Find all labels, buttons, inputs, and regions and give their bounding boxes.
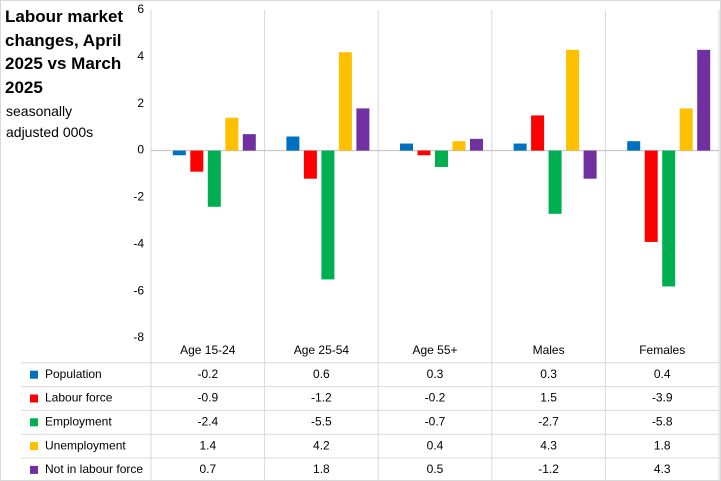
table-value: -0.2: [197, 367, 218, 381]
table-value: 0.5: [427, 462, 444, 476]
table-value: 1.5: [540, 391, 557, 405]
x-tick-label: Age 25-54: [294, 343, 350, 357]
x-tick-label: Males: [533, 343, 565, 357]
bar: [303, 150, 317, 179]
table-value: 0.4: [654, 367, 671, 381]
y-tick-label: 0: [137, 143, 144, 157]
table-value: 1.8: [654, 438, 671, 452]
bar: [644, 150, 658, 242]
x-tick-label: Females: [639, 343, 685, 357]
bar: [679, 108, 693, 151]
bar: [190, 150, 204, 172]
table-value: 0.3: [540, 367, 557, 381]
bar: [321, 150, 335, 280]
bar: [435, 150, 448, 167]
table-value: 1.8: [313, 462, 330, 476]
bar: [513, 143, 527, 151]
y-tick-label: 4: [137, 49, 144, 63]
table-value: 4.3: [654, 462, 671, 476]
x-tick-label: Age 15-24: [180, 343, 236, 357]
table-value: 0.3: [427, 367, 444, 381]
bar: [583, 150, 597, 179]
table-value: -1.2: [311, 391, 332, 405]
bar: [662, 150, 676, 287]
table-value: 4.3: [540, 438, 557, 452]
y-tick-label: 6: [137, 2, 144, 16]
table-value: -0.2: [425, 391, 446, 405]
bar: [566, 49, 580, 151]
legend-swatch: [30, 394, 38, 403]
table-value: 4.2: [313, 438, 330, 452]
legend-label: Labour force: [45, 391, 113, 405]
bar: [531, 115, 545, 151]
y-tick-label: -4: [133, 236, 144, 250]
legend-swatch: [30, 370, 38, 379]
y-tick-label: -8: [133, 330, 144, 344]
table-value: -5.8: [652, 414, 673, 428]
table-value: 0.7: [199, 462, 216, 476]
table-value: -0.7: [425, 414, 446, 428]
bar: [286, 136, 300, 151]
table-value: 0.4: [427, 438, 444, 452]
table-value: -2.7: [538, 414, 559, 428]
table-value: -5.5: [311, 414, 332, 428]
bar: [338, 52, 352, 151]
table-value: 1.4: [199, 438, 216, 452]
table-value: -3.9: [652, 391, 673, 405]
chart-subtitle: seasonally adjusted 000s: [6, 103, 94, 140]
table-value: -2.4: [197, 414, 218, 428]
bar: [172, 150, 186, 156]
table-value: -0.9: [197, 391, 218, 405]
bar: [627, 141, 641, 151]
y-tick-label: 2: [137, 96, 144, 110]
y-tick-label: -6: [133, 283, 144, 297]
x-tick-label: Age 55+: [412, 343, 457, 357]
bar: [452, 141, 466, 151]
bar: [417, 150, 431, 156]
legend-swatch: [30, 442, 38, 451]
legend-label: Not in labour force: [45, 462, 143, 476]
bar: [225, 117, 239, 151]
bar: [470, 138, 483, 151]
legend-label: Unemployment: [45, 438, 126, 452]
bar: [400, 143, 413, 151]
table-value: 0.6: [313, 367, 330, 381]
table-value: -1.2: [538, 462, 559, 476]
legend-swatch: [30, 418, 38, 427]
bar: [356, 108, 370, 151]
legend-swatch: [30, 465, 38, 474]
y-tick-label: -2: [133, 190, 144, 204]
bar: [697, 49, 711, 151]
chart-title: Labour market changes, April 2025 vs Mar…: [5, 7, 124, 97]
bar: [548, 150, 562, 214]
bar: [207, 150, 221, 207]
legend-label: Employment: [45, 414, 112, 428]
bar: [242, 134, 256, 151]
legend-label: Population: [45, 367, 102, 381]
